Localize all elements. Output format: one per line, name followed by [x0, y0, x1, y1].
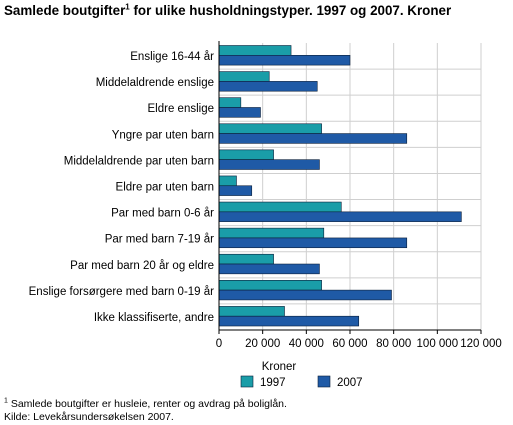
chart-title: Samlede boutgifter1 for ulike husholdnin… [4, 3, 451, 18]
bar-2007-5 [218, 159, 320, 170]
x-tick-label-2: 40 000 [289, 338, 324, 350]
source-note: Kilde: Levekårsundersøkelsen 2007. [4, 411, 174, 423]
bar-series [218, 45, 462, 327]
bar-1997-5 [218, 149, 274, 160]
bar-1997-6 [218, 175, 237, 187]
bar-chart: Enslige 16-44 år Middelaldrende enslige El… [29, 41, 502, 389]
chart-title-rest: for ulike husholdningstyper. 1997 og 200… [129, 3, 452, 18]
axes [218, 41, 482, 334]
legend: 1997 2007 [240, 375, 363, 389]
chart-title-footnote-marker: 1 [125, 2, 130, 12]
category-label-5: Middelaldrende par uten barn [64, 155, 214, 167]
bar-2007-1 [218, 54, 351, 66]
bar-1997-3 [218, 97, 242, 108]
category-label-9: Par med barn 20 år og eldre [70, 260, 214, 272]
x-tick-label-3: 60 000 [332, 338, 367, 350]
category-label-1: Enslige 16-44 år [130, 51, 214, 63]
category-label-11: Ikke klassifiserte, andre [94, 312, 214, 324]
category-label-8: Par med barn 7-19 år [105, 234, 214, 246]
legend-label-1997: 1997 [260, 377, 286, 389]
bar-2007-11 [218, 315, 360, 327]
x-tick-label-4: 80 000 [376, 338, 411, 350]
bar-1997-2 [218, 71, 270, 82]
x-tick-label-0: 0 [216, 338, 222, 350]
legend-label-2007: 2007 [337, 377, 363, 389]
category-label-6: Eldre par uten barn [116, 182, 214, 194]
bar-1997-1 [218, 45, 292, 56]
legend-swatch-2007 [317, 375, 331, 388]
bar-2007-2 [218, 81, 318, 92]
footnote: 1 Samlede boutgifter er husleie, renter … [4, 397, 287, 411]
bar-2007-3 [218, 107, 261, 118]
bar-2007-9 [218, 263, 320, 275]
x-tick-label-6: 120 000 [460, 338, 502, 350]
bar-2007-4 [218, 133, 408, 144]
category-label-4: Yngre par uten barn [112, 129, 214, 141]
category-label-7: Par med barn 0-6 år [111, 208, 214, 220]
x-tick-label-1: 20 000 [245, 338, 280, 350]
category-labels: Enslige 16-44 år Middelaldrende enslige El… [29, 51, 215, 324]
x-tick-label-5: 100 000 [417, 338, 459, 350]
footnote-text: Samlede boutgifter er husleie, renter og… [7, 398, 287, 410]
bar-2007-8 [218, 237, 408, 249]
x-tick-labels: 0 20 000 40 000 60 000 80 000 100 000 120 000 [216, 338, 502, 350]
category-label-2: Middelaldrende enslige [96, 77, 214, 89]
footnote-marker: 1 [4, 397, 8, 405]
legend-swatch-1997 [240, 375, 254, 388]
bar-1997-8 [218, 227, 325, 239]
bar-2007-6 [218, 185, 253, 196]
bar-1997-4 [218, 123, 322, 134]
bar-2007-7 [218, 211, 462, 222]
bar-1997-10 [218, 280, 322, 291]
category-label-3: Eldre enslige [148, 103, 214, 115]
category-label-10: Enslige forsørgere med barn 0-19 år [29, 286, 215, 298]
bar-1997-11 [218, 306, 285, 317]
chart-title-main: Samlede boutgifter [4, 3, 126, 18]
bar-1997-9 [218, 253, 274, 265]
bar-1997-7 [218, 201, 342, 213]
bar-2007-10 [218, 289, 392, 301]
x-axis-label: Kroner [262, 361, 297, 373]
